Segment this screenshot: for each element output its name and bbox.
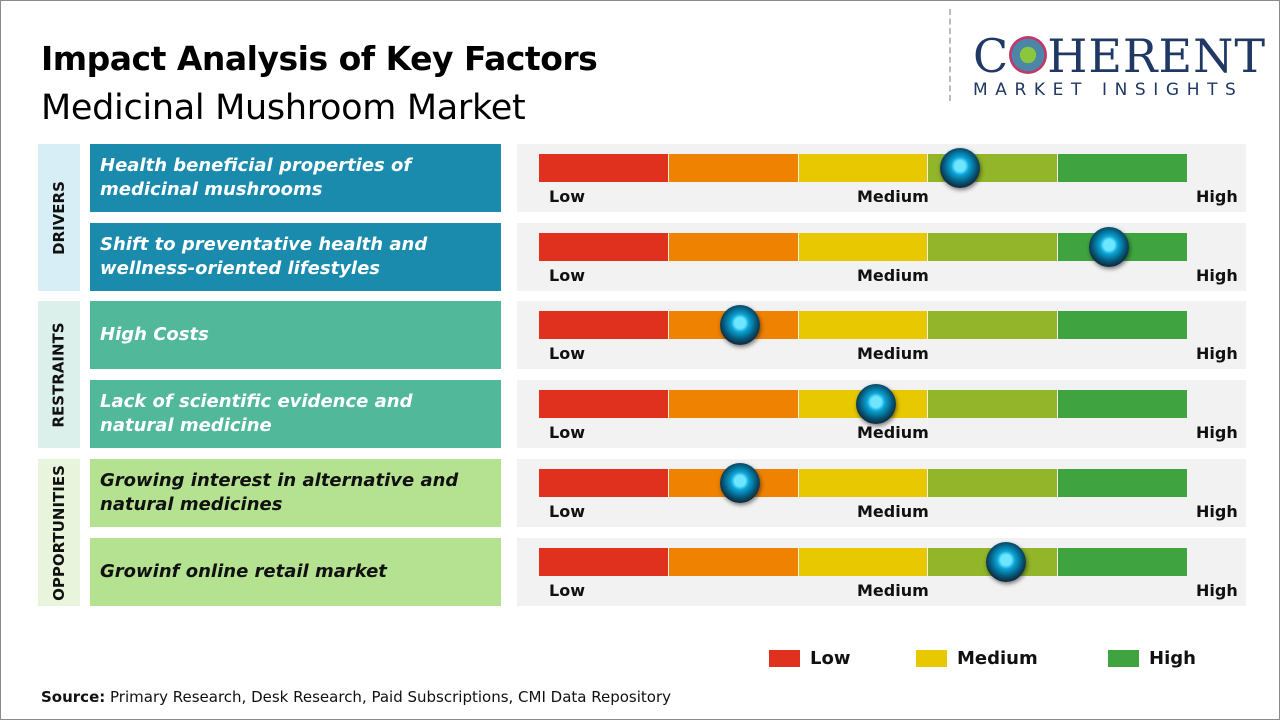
scale-label-high: High	[1196, 502, 1238, 521]
impact-meter: Low Medium High	[517, 380, 1246, 448]
globe-icon	[1009, 36, 1048, 74]
scale-segment	[1058, 390, 1187, 418]
scale-label-medium: Medium	[857, 502, 929, 521]
impact-indicator-knob	[855, 384, 896, 424]
page-subtitle: Medicinal Mushroom Market	[41, 88, 526, 128]
group-label-text: DRIVERS	[50, 180, 69, 255]
scale-label-medium: Medium	[857, 266, 929, 285]
scale-segment	[1058, 154, 1187, 182]
legend-label: Medium	[957, 648, 1038, 669]
scale-segment	[668, 154, 798, 182]
group-label-text: OPPORTUNITIES	[50, 464, 68, 601]
legend-item-medium: Medium	[916, 648, 1038, 669]
group-label-drivers: DRIVERS	[38, 144, 80, 291]
impact-scale-bar	[539, 469, 1187, 497]
scale-segment	[539, 154, 668, 182]
scale-segment	[668, 390, 798, 418]
impact-scale-bar	[539, 390, 1187, 418]
impact-indicator-knob	[719, 305, 760, 345]
source-label: Source:	[41, 688, 106, 706]
impact-meter: Low Medium High	[517, 144, 1246, 212]
impact-scale-bar	[539, 311, 1187, 339]
impact-indicator-knob	[940, 148, 981, 188]
scale-label-low: Low	[549, 581, 585, 600]
scale-segment	[928, 469, 1058, 497]
impact-indicator-knob	[1089, 227, 1130, 267]
scale-label-high: High	[1196, 344, 1238, 363]
scale-segment	[928, 311, 1058, 339]
source-text: Primary Research, Desk Research, Paid Su…	[105, 688, 672, 706]
impact-scale-bar	[539, 233, 1187, 261]
scale-label-medium: Medium	[857, 187, 929, 206]
group-label-text: RESTRAINTS	[50, 321, 69, 428]
scale-label-medium: Medium	[857, 423, 929, 442]
scale-segment	[928, 233, 1058, 261]
scale-label-high: High	[1196, 581, 1238, 600]
scale-segment	[798, 233, 928, 261]
impact-meter: Low Medium High	[517, 223, 1246, 291]
factor-label: Shift to preventative health and wellnes…	[90, 223, 501, 291]
scale-label-high: High	[1196, 187, 1238, 206]
scale-segment	[798, 154, 928, 182]
scale-segment	[1058, 548, 1187, 576]
scale-label-low: Low	[549, 423, 585, 442]
impact-scale-bar	[539, 548, 1187, 576]
logo-wordmark: C HERENT	[973, 29, 1267, 83]
scale-label-low: Low	[549, 344, 585, 363]
scale-segment	[539, 233, 668, 261]
scale-label-low: Low	[549, 502, 585, 521]
scale-segment	[539, 469, 668, 497]
legend-item-high: High	[1108, 648, 1196, 669]
legend-label: High	[1149, 648, 1196, 669]
scale-segment	[1058, 469, 1187, 497]
logo-tagline: MARKET INSIGHTS	[973, 80, 1244, 100]
scale-segment	[798, 469, 928, 497]
company-logo: C HERENT MARKET INSIGHTS	[949, 9, 1271, 101]
scale-segment	[798, 548, 928, 576]
legend-swatch	[769, 650, 800, 667]
legend-label: Low	[810, 648, 851, 669]
factor-label: Lack of scientific evidence and natural …	[90, 380, 501, 448]
scale-label-high: High	[1196, 266, 1238, 285]
group-label-opportunities: OPPORTUNITIES	[38, 459, 80, 606]
impact-meter: Low Medium High	[517, 459, 1246, 527]
scale-segment	[539, 390, 668, 418]
impact-indicator-knob	[719, 463, 760, 503]
scale-segment	[798, 311, 928, 339]
group-label-restraints: RESTRAINTS	[38, 301, 80, 448]
scale-label-medium: Medium	[857, 344, 929, 363]
scale-segment	[668, 548, 798, 576]
scale-segment	[668, 233, 798, 261]
factor-label: Growinf online retail market	[90, 538, 501, 606]
impact-meter: Low Medium High	[517, 538, 1246, 606]
factor-label: Growing interest in alternative and natu…	[90, 459, 501, 527]
scale-segment	[928, 390, 1058, 418]
source-note: Source: Primary Research, Desk Research,…	[41, 688, 671, 706]
impact-meter: Low Medium High	[517, 301, 1246, 369]
legend-swatch	[1108, 650, 1139, 667]
impact-scale-bar	[539, 154, 1187, 182]
scale-label-low: Low	[549, 187, 585, 206]
page-title: Impact Analysis of Key Factors	[41, 39, 598, 78]
scale-segment	[539, 548, 668, 576]
scale-segment	[1058, 311, 1187, 339]
scale-label-high: High	[1196, 423, 1238, 442]
impact-indicator-knob	[985, 542, 1026, 582]
legend-item-low: Low	[769, 648, 850, 669]
legend-swatch	[916, 650, 947, 667]
scale-label-medium: Medium	[857, 581, 929, 600]
factor-label: High Costs	[90, 301, 501, 369]
scale-segment	[539, 311, 668, 339]
factor-label: Health beneficial properties of medicina…	[90, 144, 501, 212]
scale-label-low: Low	[549, 266, 585, 285]
